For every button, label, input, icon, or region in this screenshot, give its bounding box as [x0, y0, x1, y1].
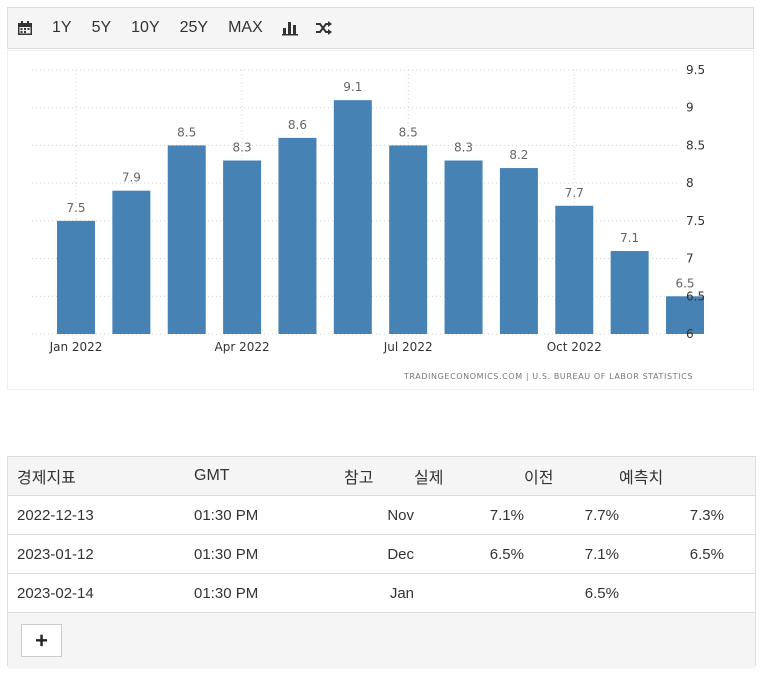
bar-value-label: 8.5 [177, 125, 196, 139]
row-actual [414, 573, 524, 613]
bar [57, 220, 95, 334]
row-date: 2022-12-13 [8, 495, 194, 535]
bar-value-label: 8.5 [399, 125, 418, 139]
bar-value-label: 9.1 [343, 80, 362, 94]
chart-toolbar: 1Y 5Y 10Y 25Y MAX [7, 7, 754, 49]
bar [555, 205, 594, 334]
row-reference: Dec [344, 534, 414, 574]
row-gmt: 01:30 PM [194, 495, 344, 535]
table-row: 2023-02-14 01:30 PM Jan 6.5% [8, 573, 755, 613]
range-25y-button[interactable]: 25Y [179, 19, 209, 36]
chart-credit: TRADINGECONOMICS.COM | U.S. BUREAU OF LA… [403, 372, 693, 381]
bar-value-label: 7.9 [122, 171, 141, 185]
row-actual: 7.1% [414, 495, 524, 535]
y-tick-label: 7 [686, 252, 694, 266]
show-more-button[interactable]: + [21, 624, 62, 657]
bar [499, 168, 538, 334]
bar [666, 296, 704, 334]
bar [167, 145, 206, 334]
bar [223, 160, 262, 334]
bar [389, 145, 428, 334]
row-date: 2023-02-14 [8, 573, 194, 613]
bar-value-label: 8.6 [288, 118, 307, 132]
row-reference: Nov [344, 495, 414, 535]
bar [610, 251, 649, 334]
header-actual: 실제 [414, 457, 524, 496]
y-tick-label: 7.5 [686, 214, 705, 228]
row-date: 2023-01-12 [8, 534, 194, 574]
range-5y-button[interactable]: 5Y [91, 19, 112, 36]
bar-value-label: 7.5 [66, 201, 85, 215]
range-max-button[interactable]: MAX [228, 19, 263, 36]
calendar-icon[interactable] [8, 8, 42, 48]
y-tick-label: 9 [686, 101, 694, 115]
row-forecast: 7.3% [619, 495, 724, 535]
range-10y-button[interactable]: 10Y [131, 19, 160, 36]
header-reference: 참고 [344, 457, 414, 496]
y-tick-label: 8.5 [686, 138, 705, 152]
y-tick-label: 6 [686, 327, 694, 341]
row-gmt: 01:30 PM [194, 534, 344, 574]
bar-value-label: 8.2 [509, 148, 528, 162]
header-spacer [724, 457, 755, 496]
row-reference: Jan [344, 573, 414, 613]
table-header-row: 경제지표 GMT 참고 실제 이전 예측치 [8, 457, 755, 496]
header-gmt: GMT [194, 457, 344, 496]
bar [333, 100, 372, 334]
table-row: 2023-01-12 01:30 PM Dec 6.5% 7.1% 6.5% [8, 534, 755, 574]
bar-chart: 7.5 7.9 8.5 8.3 8.6 9.1 8.5 8.3 8.2 7.7 7.1 6.5 6 6.… [32, 63, 705, 381]
shuffle-icon[interactable] [307, 8, 341, 48]
row-previous: 7.1% [524, 534, 619, 574]
row-actual: 6.5% [414, 534, 524, 574]
table-footer: + [8, 613, 755, 669]
bar-value-label: 6.5 [675, 276, 694, 290]
bar-value-label: 8.3 [454, 141, 473, 155]
x-tick-label: Jan 2022 [49, 340, 103, 354]
y-tick-label: 9.5 [686, 63, 705, 77]
bar-value-label: 7.1 [620, 231, 639, 245]
bar-chart-icon[interactable] [273, 8, 307, 48]
header-forecast: 예측치 [619, 457, 724, 496]
row-previous: 6.5% [524, 573, 619, 613]
row-forecast: 6.5% [619, 534, 724, 574]
chart-panel: 7.5 7.9 8.5 8.3 8.6 9.1 8.5 8.3 8.2 7.7 7.1 6.5 6 6.… [7, 50, 754, 390]
y-tick-label: 6.5 [686, 289, 705, 303]
calendar-table: 경제지표 GMT 참고 실제 이전 예측치 2022-12-13 01:30 P… [7, 456, 756, 669]
bar [112, 190, 151, 334]
bar [278, 137, 317, 334]
table-row: 2022-12-13 01:30 PM Nov 7.1% 7.7% 7.3% [8, 495, 755, 535]
header-indicator: 경제지표 [8, 457, 194, 496]
row-previous: 7.7% [524, 495, 619, 535]
x-tick-label: Apr 2022 [215, 340, 270, 354]
row-gmt: 01:30 PM [194, 573, 344, 613]
range-1y-button[interactable]: 1Y [52, 19, 72, 36]
bar-value-label: 7.7 [565, 186, 584, 200]
bar-value-label: 8.3 [233, 141, 252, 155]
x-tick-label: Jul 2022 [383, 340, 433, 354]
row-forecast [619, 573, 724, 613]
bar [444, 160, 483, 334]
x-tick-label: Oct 2022 [547, 340, 602, 354]
header-previous: 이전 [524, 457, 619, 496]
y-tick-label: 8 [686, 176, 694, 190]
